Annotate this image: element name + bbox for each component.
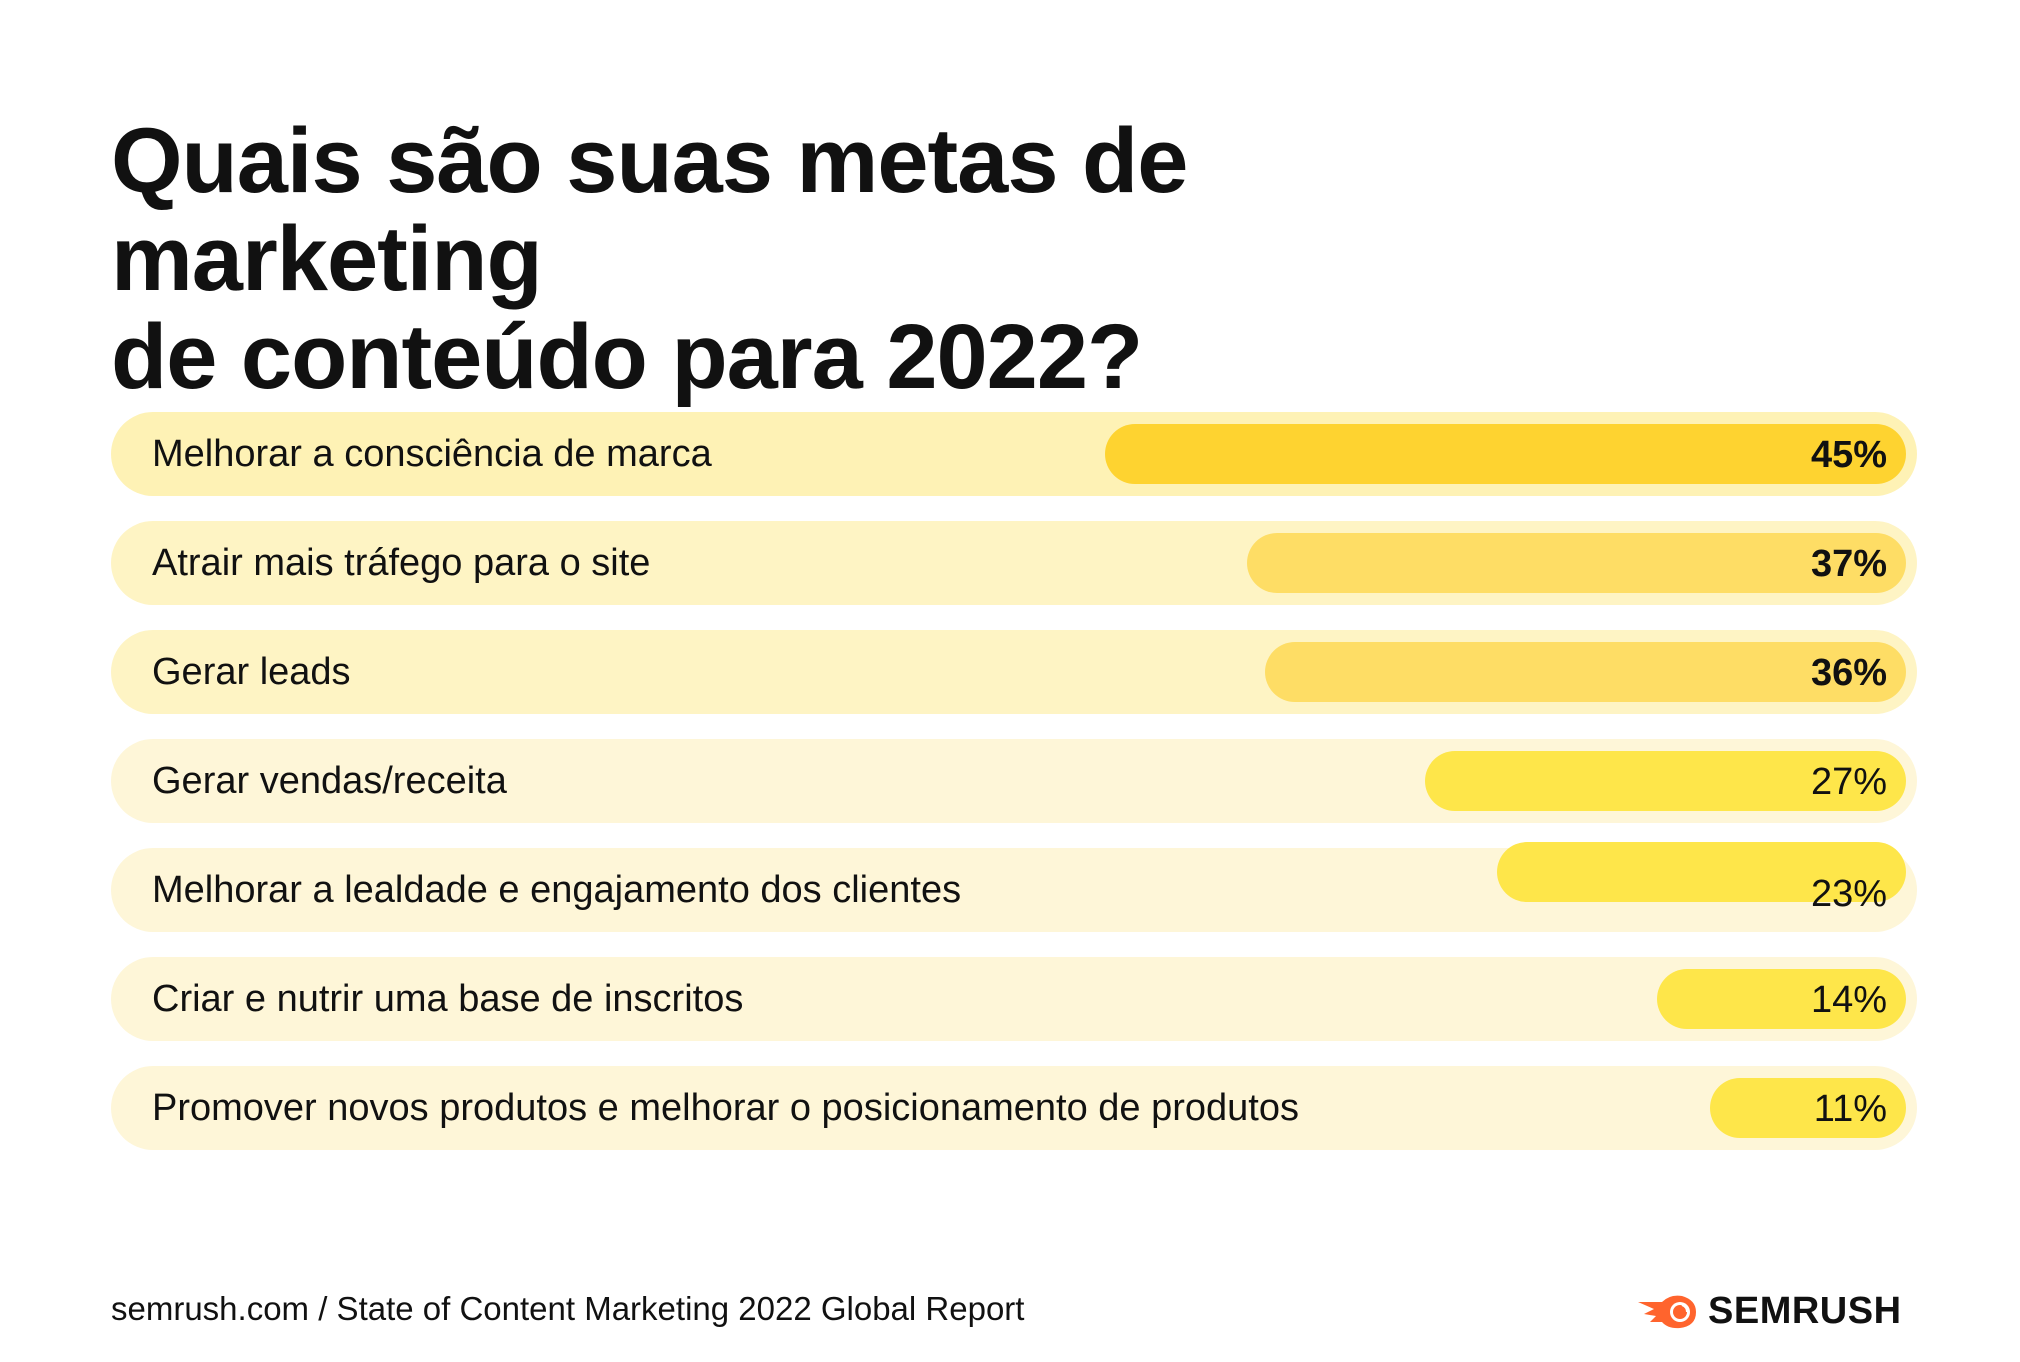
chart-title: Quais são suas metas de marketing de con… (111, 112, 1611, 406)
bar-row: Atrair mais tráfego para o site 37% (111, 521, 1917, 605)
value-label: 11% (1813, 1088, 1887, 1130)
bar-row: Promover novos produtos e melhorar o pos… (111, 1066, 1917, 1150)
title-line-1: Quais são suas metas de marketing (111, 110, 1188, 310)
semrush-logo: SEMRUSH (1636, 1290, 1902, 1333)
value-label: 14% (1810, 979, 1887, 1021)
bar (1425, 751, 1906, 811)
category-label: Atrair mais tráfego para o site (152, 542, 651, 584)
value-label: 45% (1810, 434, 1887, 476)
bar-row: Melhorar a lealdade e engajamento dos cl… (111, 842, 1917, 932)
value-label: 37% (1810, 543, 1887, 585)
bar-row: Melhorar a consciência de marca 45% (111, 412, 1917, 496)
source-footer: semrush.com / State of Content Marketing… (111, 1290, 1025, 1327)
value-label: 36% (1810, 652, 1887, 694)
category-label: Criar e nutrir uma base de inscritos (152, 978, 744, 1020)
value-label: 27% (1810, 761, 1887, 803)
bar (1247, 533, 1906, 593)
bar (1710, 1078, 1906, 1138)
logo-text: SEMRUSH (1708, 1290, 1902, 1332)
title-line-2: de conteúdo para 2022? (111, 306, 1143, 408)
bar-row: Gerar vendas/receita 27% (111, 739, 1917, 823)
value-label: 23% (1810, 873, 1887, 915)
bar-row: Criar e nutrir uma base de inscritos 14% (111, 957, 1917, 1041)
bar (1105, 424, 1906, 484)
category-label: Melhorar a lealdade e engajamento dos cl… (152, 869, 962, 911)
category-label: Melhorar a consciência de marca (152, 433, 712, 475)
category-label: Gerar vendas/receita (152, 760, 507, 802)
bar-chart: Melhorar a consciência de marca 45% Atrair… (111, 412, 1917, 1175)
bar (1496, 842, 1906, 902)
bar-row: Gerar leads 36% (111, 630, 1917, 714)
semrush-fireball-icon (1638, 1295, 1696, 1328)
bar (1656, 969, 1906, 1029)
category-label: Promover novos produtos e melhorar o pos… (152, 1087, 1299, 1129)
category-label: Gerar leads (152, 651, 351, 693)
bar (1265, 642, 1906, 702)
